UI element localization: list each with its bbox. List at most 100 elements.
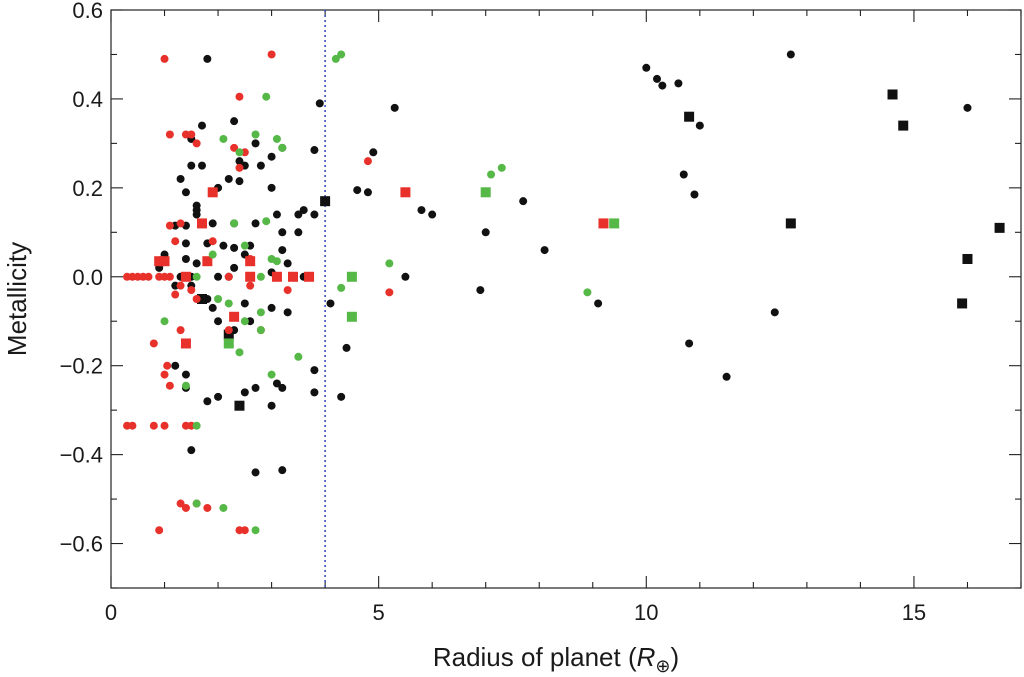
- black-circle-point: [181, 239, 190, 248]
- black-circle-point: [283, 259, 292, 268]
- red-square-point: [304, 271, 315, 282]
- black-circle-point: [326, 299, 335, 308]
- x-axis-title-symbol: R: [637, 642, 656, 672]
- black-circle-point: [428, 210, 437, 219]
- black-circle-point: [310, 210, 319, 219]
- red-square-point: [229, 311, 240, 322]
- red-circle-point: [181, 503, 190, 512]
- green-circle-point: [181, 381, 190, 390]
- red-circle-point: [149, 421, 158, 430]
- green-circle-point: [262, 217, 271, 226]
- green-square-point: [346, 271, 357, 282]
- x-axis-title: Radius of planet (R⊕): [433, 642, 679, 676]
- y-tick-label: 0.2: [72, 176, 103, 201]
- axis-ticks: 0 5 10 15 −0.6 −0.4 −0.2 0.0 0.2 0.4 0.6: [60, 0, 1022, 625]
- red-square-point: [288, 271, 298, 282]
- red-circle-point: [160, 54, 169, 63]
- green-circle-point: [230, 219, 239, 228]
- red-circle-point: [363, 157, 372, 166]
- black-circle-point: [181, 370, 190, 379]
- black-square-point: [684, 111, 695, 122]
- red-circle-point: [176, 219, 185, 228]
- black-circle-point: [267, 183, 276, 192]
- black-circle-point: [679, 170, 688, 179]
- y-tick-label: 0.0: [72, 265, 103, 290]
- red-circle-point: [176, 281, 185, 290]
- black-circle-point: [267, 303, 276, 312]
- black-square-point: [785, 218, 796, 229]
- black-circle-point: [690, 190, 699, 199]
- green-circle-point: [337, 50, 346, 59]
- black-circle-point: [267, 401, 276, 410]
- black-circle-point: [198, 121, 206, 130]
- red-circle-point: [128, 421, 137, 430]
- green-circle-point: [214, 295, 223, 303]
- red-circle-point: [163, 361, 172, 370]
- black-square-point: [898, 120, 909, 131]
- black-circle-point: [256, 161, 265, 170]
- black-circle-point: [235, 157, 244, 166]
- x-axis-title-subscript: ⊕: [655, 656, 670, 676]
- black-circle-point: [278, 383, 287, 392]
- green-circle-point: [385, 259, 394, 268]
- green-circle-point: [240, 317, 249, 326]
- black-circle-point: [390, 103, 399, 112]
- green-circle-point: [251, 130, 260, 139]
- green-square-point: [223, 338, 234, 349]
- green-circle-point: [219, 134, 228, 143]
- red-circle-point: [176, 499, 185, 508]
- green-circle-point: [272, 257, 281, 266]
- black-circle-point: [272, 210, 281, 219]
- black-square-point: [234, 400, 245, 411]
- red-square-point: [245, 256, 256, 267]
- green-circle-point: [192, 499, 201, 508]
- red-circle-point: [235, 163, 244, 172]
- black-circle-point: [187, 446, 196, 455]
- black-circle-point: [230, 263, 239, 272]
- green-square-point: [480, 187, 491, 198]
- black-square-point: [887, 89, 898, 100]
- red-square-point: [197, 218, 207, 229]
- y-tick-label: −0.6: [60, 532, 103, 557]
- black-circle-point: [315, 99, 324, 108]
- red-circle-point: [208, 237, 217, 246]
- black-circle-point: [272, 379, 281, 388]
- red-circle-point: [176, 326, 185, 335]
- green-circle-point: [192, 272, 201, 281]
- red-circle-point: [165, 221, 174, 230]
- black-circle-point: [294, 210, 303, 219]
- red-circle-point: [149, 339, 158, 348]
- black-circle-point: [310, 146, 319, 155]
- red-circle-point: [165, 272, 174, 281]
- red-square-point: [154, 256, 165, 267]
- y-tick-label: 0.6: [72, 0, 103, 23]
- black-circle-point: [278, 228, 287, 237]
- black-circle-point: [642, 63, 651, 72]
- black-circle-point: [363, 188, 372, 197]
- red-circle-point: [165, 381, 174, 390]
- black-circle-point: [963, 103, 972, 112]
- red-circle-point: [155, 526, 164, 535]
- green-circle-point: [256, 272, 265, 281]
- black-circle-point: [786, 50, 795, 59]
- black-circle-point: [176, 174, 185, 183]
- red-circle-point: [246, 281, 255, 290]
- red-square-point: [202, 256, 213, 267]
- black-circle-point: [770, 308, 779, 317]
- black-circle-point: [267, 152, 276, 161]
- green-circle-point: [240, 241, 249, 250]
- green-circle-point: [208, 250, 217, 259]
- black-circle-point: [519, 197, 528, 206]
- x-axis-title-text: Radius of planet (: [433, 642, 637, 672]
- black-circle-point: [594, 299, 603, 308]
- y-tick-label: 0.4: [72, 87, 103, 112]
- green-circle-point: [192, 421, 201, 430]
- green-circle-point: [278, 143, 287, 152]
- red-circle-point: [235, 92, 244, 101]
- black-square-point: [994, 222, 1005, 233]
- green-circle-point: [224, 299, 233, 308]
- green-circle-point: [256, 326, 265, 335]
- black-circle-point: [192, 259, 201, 268]
- red-circle-point: [240, 526, 249, 535]
